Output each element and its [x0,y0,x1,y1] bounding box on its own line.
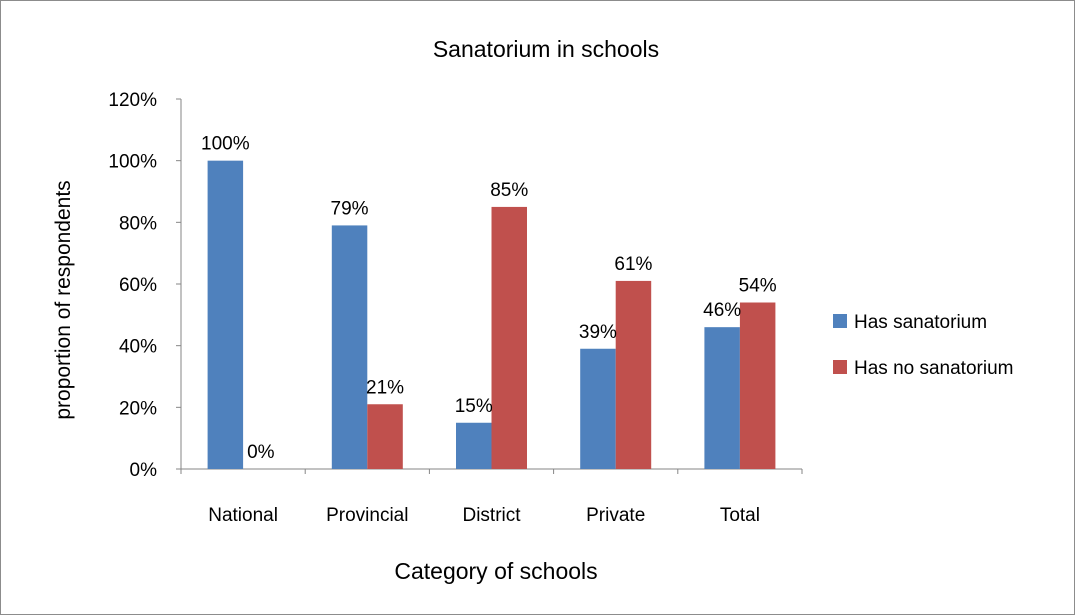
legend: Has sanatorium Has no sanatorium [833,312,1013,379]
bar-has-no-sanatorium-provincial [367,404,403,469]
y-axis-label: proportion of respondents [52,180,75,419]
data-label: 85% [490,180,528,201]
y-tick-label: 0% [130,460,158,481]
x-tick-label: Provincial [326,505,408,526]
data-label: 21% [366,377,404,398]
x-tick-label: National [208,505,278,526]
legend-label: Has no sanatorium [854,358,1013,379]
data-labels-group: 100% 0% 79% 21% 15% 85% 39% 61% 46% 54% [201,134,777,463]
y-tick-label: 40% [119,337,157,358]
bar-has-no-sanatorium-district [491,206,527,469]
y-tick-label: 120% [108,90,157,111]
legend-swatch [833,314,847,328]
bar-has-sanatorium-national [207,160,244,469]
data-label: 15% [455,396,493,417]
y-tick-label: 80% [119,213,157,234]
data-label: 61% [614,254,652,275]
legend-label: Has sanatorium [854,312,987,333]
data-label: 0% [247,442,275,463]
bar-has-no-sanatorium-private [615,280,652,469]
bar-has-sanatorium-total [704,327,740,469]
bars-group [207,160,776,469]
data-label: 46% [703,300,741,321]
bar-has-sanatorium-provincial [331,225,368,469]
data-label: 39% [579,322,617,343]
data-label: 54% [739,276,777,297]
legend-swatch [833,360,847,374]
bar-has-sanatorium-district [456,422,492,469]
data-label: 79% [331,198,369,219]
y-tick-label: 20% [119,398,157,419]
y-tick-label: 100% [108,152,157,173]
y-axis-ticks: 0% 20% 40% 60% 80% 100% 120% [108,90,181,481]
x-tick-label: Private [586,505,645,526]
data-label: 100% [201,134,250,155]
y-tick-label: 60% [119,275,157,296]
chart-title: Sanatorium in schools [433,36,659,62]
x-tick-label: Total [720,505,760,526]
bar-has-no-sanatorium-total [739,302,776,469]
x-axis-ticks: National Provincial District Private Total [180,469,803,526]
x-tick-label: District [462,505,521,526]
x-axis-label: Category of schools [394,558,597,584]
bar-has-sanatorium-private [580,348,616,469]
